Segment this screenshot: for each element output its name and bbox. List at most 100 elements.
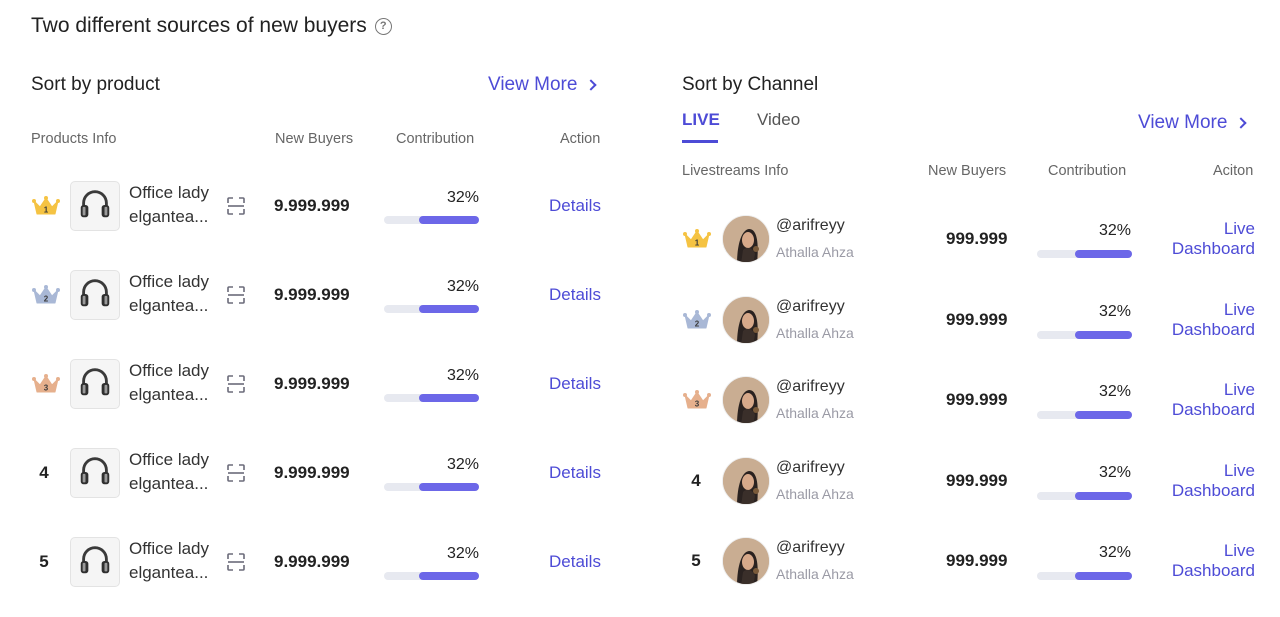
new-buyers-value: 999.999 [946,470,1008,490]
crown-rank-icon: 3 [31,372,61,396]
scan-icon[interactable] [226,285,246,305]
product-name[interactable]: Office lady elgantea... [129,537,219,585]
channel-section-title: Sort by Channel [682,74,819,95]
product-image[interactable] [70,181,120,231]
livestream-row: 3 @arifreyy Athalla Ahza 999.999 32% Live Dash… [640,371,1280,431]
details-link[interactable]: Details [549,552,601,571]
svg-text:2: 2 [695,319,700,328]
product-name-line: Office lady [129,450,210,469]
contribution-bar-fill [1075,491,1132,500]
contribution-percent: 32% [1098,302,1131,320]
contribution-percent: 32% [446,545,479,562]
scan-icon[interactable] [226,463,246,483]
svg-text:3: 3 [695,400,700,409]
contribution-percent: 32% [1098,544,1131,561]
creator-handle[interactable]: @arifreyy [776,378,845,395]
tab-video[interactable]: Video [757,110,801,129]
details-link[interactable]: Details [549,285,601,304]
creator-handle[interactable]: @arifreyy [776,458,845,476]
creator-name: Athalla Ahza [776,244,854,260]
creator-handle[interactable]: @arifreyy [776,297,845,315]
live-dashboard-link[interactable]: Live Dashboard [1155,541,1255,581]
new-buyers-value: 999.999 [946,551,1008,570]
avatar[interactable] [722,295,770,344]
col-header-livestreams-info: Livestreams Info [682,163,789,179]
contribution-bar [1037,250,1132,258]
contribution-bar [384,572,479,580]
product-name-line: elgantea... [129,207,209,226]
details-link[interactable]: Details [549,463,601,482]
col-header-action: Action [560,131,601,147]
tab-live[interactable]: LIVE [682,110,720,129]
product-name[interactable]: Office lady elgantea... [129,181,219,229]
scan-icon[interactable] [226,196,246,216]
creator-handle[interactable]: @arifreyy [776,217,845,234]
col-header-action: Aciton [1213,163,1254,179]
live-dashboard-link[interactable]: Live Dashboard [1155,300,1255,340]
contribution-bar-fill [1075,250,1132,258]
product-row: 4 Office lady elgantea... 9.999.999 32% Detai… [0,444,640,504]
contribution-percent: 32% [1098,463,1131,481]
avatar[interactable] [722,456,770,505]
product-image[interactable] [70,270,120,320]
details-link[interactable]: Details [549,374,601,393]
live-dashboard-line: Dashboard [1171,400,1255,419]
headphones-icon [76,274,114,317]
live-dashboard-link[interactable]: Live Dashboard [1155,461,1255,501]
contribution-percent: 32% [446,278,479,295]
product-view-more-link[interactable]: View More [488,74,598,96]
live-dashboard-line: Live [1223,460,1255,480]
headphones-icon [76,363,114,406]
live-dashboard-line: Live [1223,541,1255,560]
product-name-line: elgantea... [129,563,209,582]
page-title: Two different sources of new buyers [31,14,367,37]
avatar[interactable] [722,215,770,263]
crown-rank-icon: 3 [682,388,712,412]
new-buyers-value: 999.999 [946,309,1008,329]
page-header: Two different sources of new buyers ? [31,14,392,38]
help-icon[interactable]: ? [374,17,392,35]
channel-view-more-link[interactable]: View More [1138,112,1248,134]
new-buyers-value: 999.999 [946,229,1008,248]
svg-text:2: 2 [44,295,49,304]
contribution-percent: 32% [1098,383,1131,400]
avatar[interactable] [722,537,770,585]
creator-name: Athalla Ahza [776,324,854,341]
product-name[interactable]: Office lady elgantea... [129,270,219,318]
livestream-row: 4 @arifreyy Athalla Ahza 999.999 32% Live Dash… [640,452,1280,512]
details-link[interactable]: Details [549,196,601,215]
view-more-label: View More [488,74,578,95]
crown-rank-icon: 1 [31,194,61,218]
svg-text:1: 1 [695,239,700,248]
creator-handle[interactable]: @arifreyy [776,539,845,556]
new-buyers-value: 9.999.999 [274,552,350,571]
product-name-line: elgantea... [129,296,209,315]
contribution-bar [1037,411,1132,419]
live-dashboard-line: Dashboard [1171,239,1255,258]
product-image[interactable] [70,537,120,587]
crown-rank-icon: 1 [682,227,712,251]
scan-icon[interactable] [226,552,246,572]
scan-icon[interactable] [226,374,246,394]
product-image[interactable] [70,359,120,409]
rank-number: 4 [39,463,49,482]
contribution-bar-fill [419,305,479,313]
product-row: 5 Office lady elgantea... 9.999.999 32% Detai… [0,533,640,593]
chevron-right-icon [585,79,598,91]
new-buyers-value: 9.999.999 [274,285,350,304]
avatar[interactable] [722,376,770,424]
contribution-percent: 32% [446,367,479,384]
livestream-row: 5 @arifreyy Athalla Ahza 999.999 32% Live Dash… [640,532,1280,592]
live-dashboard-link[interactable]: Live Dashboard [1155,380,1255,420]
col-header-new-buyers: New Buyers [275,131,354,147]
product-name[interactable]: Office lady elgantea... [129,359,219,407]
contribution-percent: 32% [1098,222,1131,239]
product-name-line: Office lady [129,539,210,558]
contribution-bar-fill [1075,411,1132,419]
headphones-icon [76,185,114,228]
contribution-bar-fill [419,394,479,402]
product-name[interactable]: Office lady elgantea... [129,448,219,496]
livestream-row: 2 @arifreyy Athalla Ahza 999.999 32% Live Dash… [640,291,1280,351]
product-image[interactable] [70,448,120,498]
live-dashboard-link[interactable]: Live Dashboard [1155,219,1255,259]
